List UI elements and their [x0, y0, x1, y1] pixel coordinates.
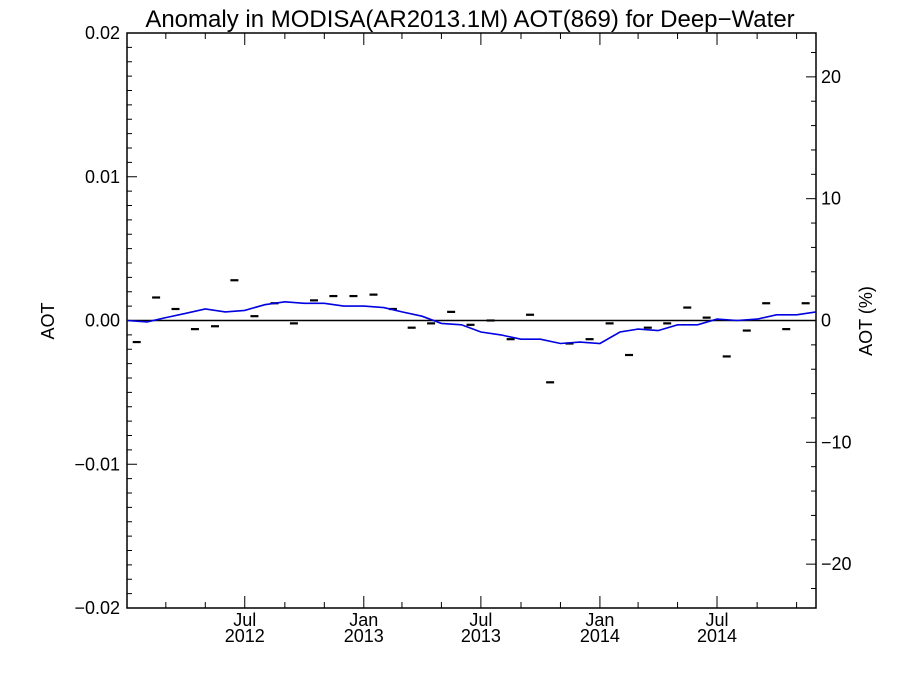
y-tick-label: 0.00 — [85, 311, 120, 331]
y-tick-label: −0.01 — [74, 454, 120, 474]
y-axis-label: AOT — [38, 302, 58, 339]
y-right-tick-label: 0 — [821, 311, 831, 331]
x-tick-month-label: Jan — [585, 610, 614, 630]
x-tick-year-label: 2013 — [461, 626, 501, 646]
x-tick-month-label: Jul — [706, 610, 729, 630]
x-tick-year-label: 2014 — [697, 626, 737, 646]
y-right-tick-label: −20 — [821, 554, 852, 574]
x-tick-year-label: 2014 — [580, 626, 620, 646]
y-right-tick-label: 10 — [821, 189, 841, 209]
x-tick-month-label: Jul — [469, 610, 492, 630]
chart-title: Anomaly in MODISA(AR2013.1M) AOT(869) fo… — [145, 6, 794, 33]
y-tick-label: 0.02 — [85, 23, 120, 43]
y-right-tick-label: 20 — [821, 67, 841, 87]
y-tick-label: 0.01 — [85, 167, 120, 187]
y-right-tick-label: −10 — [821, 432, 852, 452]
x-tick-year-label: 2013 — [344, 626, 384, 646]
x-tick-month-label: Jan — [349, 610, 378, 630]
x-tick-month-label: Jul — [233, 610, 256, 630]
y-axis-right-label: AOT (%) — [856, 286, 876, 356]
series-line — [126, 300, 817, 345]
data-marks — [126, 279, 817, 384]
axis-ticks: 0.020.010.00−0.01−0.0220100−10−20Jul2012… — [74, 23, 851, 646]
x-tick-year-label: 2012 — [225, 626, 265, 646]
y-tick-label: −0.02 — [74, 598, 120, 618]
